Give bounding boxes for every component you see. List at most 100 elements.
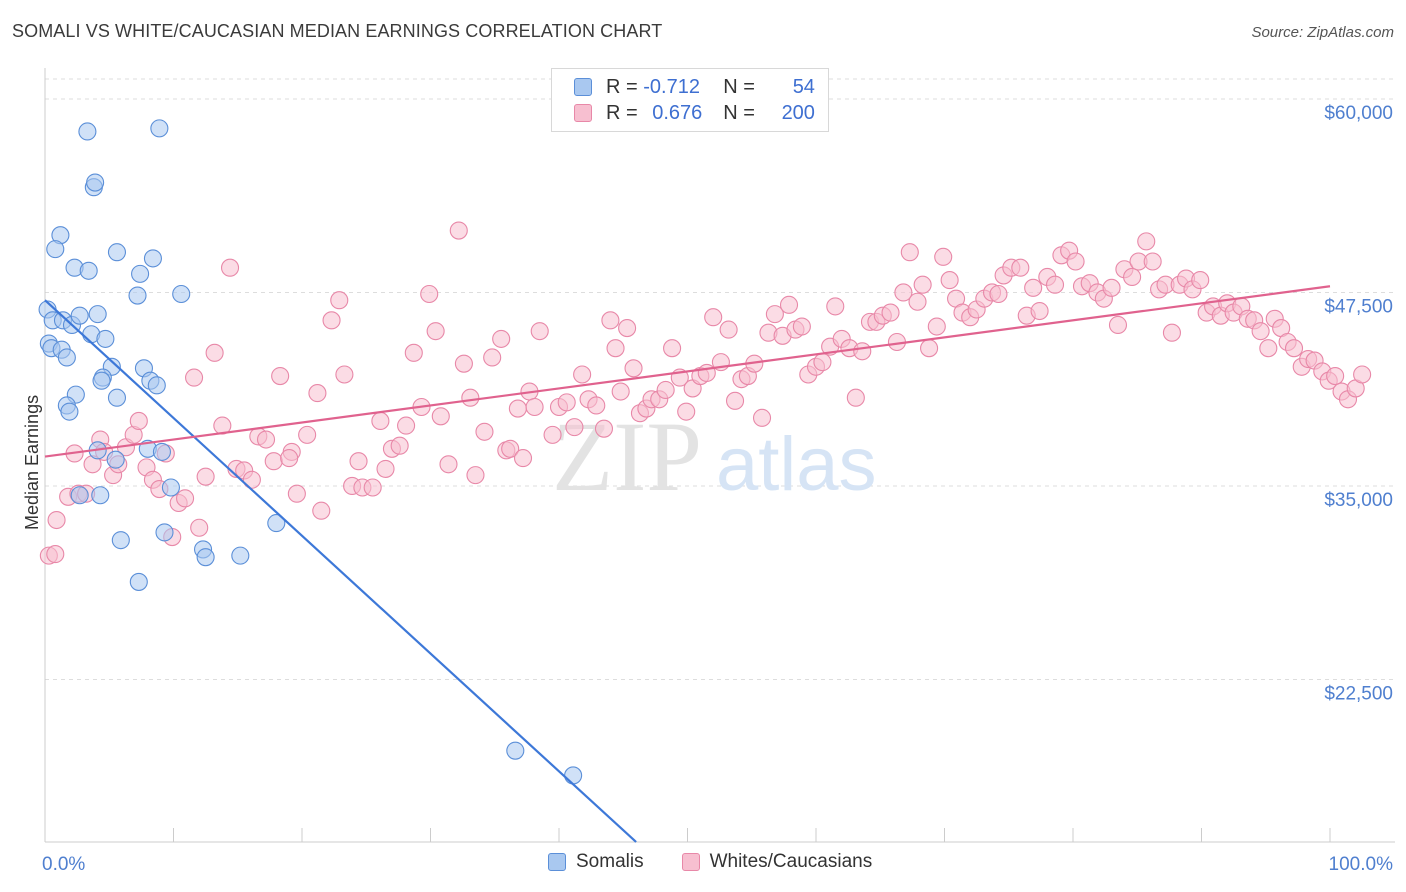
white-point bbox=[390, 436, 409, 455]
y-axis-label: Median Earnings bbox=[22, 395, 42, 530]
white-point bbox=[927, 317, 946, 336]
white-point bbox=[894, 283, 913, 302]
somali-point bbox=[128, 286, 147, 305]
somali-point bbox=[78, 122, 97, 141]
legend-r-value-whites: 0.676 bbox=[652, 101, 703, 124]
watermark: ZIP atlas bbox=[552, 401, 877, 512]
white-point bbox=[242, 470, 261, 489]
somali-point bbox=[79, 261, 98, 280]
bottom-swatch-somalis bbox=[548, 853, 566, 871]
white-point bbox=[205, 343, 224, 362]
bottom-legend-label-somalis: Somalis bbox=[576, 851, 644, 872]
somali-point bbox=[150, 119, 169, 138]
y-tick-label: $22,500 bbox=[1324, 683, 1393, 704]
bottom-legend-whites: Whites/Caucasians bbox=[681, 851, 872, 873]
white-point bbox=[792, 317, 811, 336]
white-point bbox=[1030, 301, 1049, 321]
white-point bbox=[587, 396, 606, 415]
somali-point bbox=[86, 173, 105, 192]
white-point bbox=[1137, 232, 1156, 251]
white-point bbox=[492, 329, 511, 348]
white-point bbox=[420, 284, 439, 304]
white-point bbox=[483, 348, 502, 367]
white-point bbox=[1102, 278, 1121, 297]
somali-point bbox=[92, 371, 111, 390]
white-point bbox=[1284, 339, 1304, 358]
white-point bbox=[565, 418, 584, 437]
somali-point bbox=[107, 243, 127, 262]
white-point bbox=[330, 291, 349, 310]
legend-swatch-whites bbox=[574, 104, 592, 122]
somali-point bbox=[231, 546, 250, 565]
white-point bbox=[920, 339, 939, 358]
somali-point bbox=[152, 442, 171, 461]
white-point bbox=[431, 407, 450, 426]
somali-point bbox=[172, 284, 191, 304]
white-point bbox=[461, 388, 480, 407]
somali-point bbox=[60, 402, 79, 421]
somali-point bbox=[91, 486, 110, 505]
legend-r-label: R = bbox=[606, 101, 638, 124]
somali-point bbox=[96, 329, 115, 348]
white-point bbox=[322, 311, 341, 330]
somali-point bbox=[506, 741, 525, 760]
legend-row-somalis: R = -0.712 N = 54 bbox=[574, 74, 815, 100]
legend-row-whites: R = 0.676 N = 200 bbox=[574, 100, 815, 126]
white-point bbox=[439, 455, 458, 474]
white-point bbox=[853, 342, 872, 361]
source-label: Source: ZipAtlas.com bbox=[1251, 24, 1394, 41]
x-tick-label: 0.0% bbox=[42, 854, 85, 875]
white-point bbox=[312, 501, 331, 520]
somali-point bbox=[147, 376, 166, 395]
grid-lines bbox=[45, 78, 1395, 680]
somali-point bbox=[106, 450, 125, 469]
somali-point bbox=[57, 348, 76, 367]
white-point bbox=[573, 365, 592, 384]
white-point bbox=[725, 391, 745, 410]
white-point bbox=[624, 359, 643, 378]
white-point bbox=[449, 221, 468, 240]
white-point bbox=[677, 402, 696, 421]
white-point bbox=[1353, 365, 1372, 384]
watermark-atlas: atlas bbox=[716, 422, 877, 507]
white-point bbox=[47, 510, 66, 530]
y-tick-label: $35,000 bbox=[1324, 490, 1393, 511]
somali-point bbox=[196, 548, 215, 567]
white-point bbox=[129, 411, 148, 430]
somali-point bbox=[107, 388, 127, 407]
white-point bbox=[543, 425, 562, 444]
somali-point bbox=[46, 240, 65, 259]
white-point bbox=[363, 478, 382, 497]
white-point bbox=[349, 452, 368, 471]
white-point bbox=[220, 258, 240, 277]
chart-title: SOMALI VS WHITE/CAUCASIAN MEDIAN EARNING… bbox=[12, 21, 663, 41]
bottom-legend: Somalis Whites/Caucasians bbox=[548, 851, 910, 873]
white-point bbox=[371, 411, 390, 430]
white-point bbox=[280, 449, 299, 468]
somali-point bbox=[131, 264, 150, 283]
tick-labels: $60,000 $47,500 $35,000 $22,500 0.0% 100.0% bbox=[42, 103, 1393, 875]
white-point bbox=[1251, 322, 1270, 341]
white-point bbox=[557, 393, 576, 412]
y-tick-label: $60,000 bbox=[1324, 103, 1393, 124]
white-point bbox=[308, 384, 327, 403]
somali-point bbox=[111, 531, 130, 550]
legend-n-value-somalis: 54 bbox=[792, 75, 815, 98]
white-point bbox=[881, 303, 900, 322]
white-point bbox=[513, 449, 533, 468]
white-point bbox=[1108, 315, 1128, 335]
white-point bbox=[397, 416, 416, 435]
white-point bbox=[601, 311, 620, 330]
somali-point bbox=[161, 478, 180, 497]
legend-r-value-somalis: -0.712 bbox=[643, 75, 700, 98]
white-point bbox=[335, 365, 354, 384]
white-point bbox=[287, 484, 306, 503]
white-point bbox=[264, 452, 283, 471]
somali-point bbox=[70, 486, 89, 505]
white-point bbox=[271, 367, 290, 386]
white-point bbox=[176, 489, 195, 508]
series-whites-points bbox=[39, 221, 1372, 565]
white-point bbox=[813, 353, 832, 372]
white-point bbox=[525, 397, 544, 417]
